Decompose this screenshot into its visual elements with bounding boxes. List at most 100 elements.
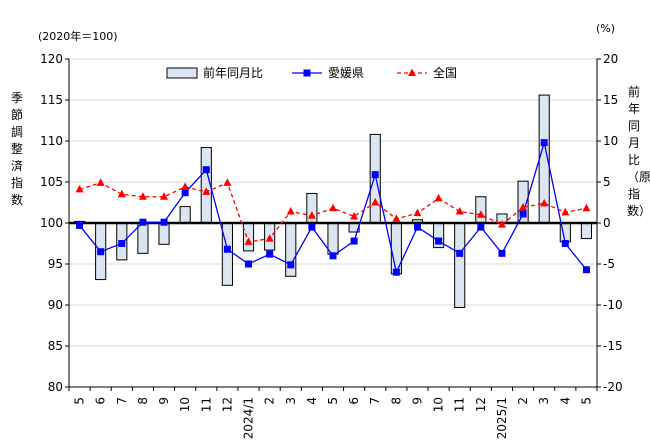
x-tick-label: 4	[558, 397, 572, 405]
bar-yoy	[327, 222, 339, 255]
left-tick-label: 105	[40, 175, 63, 189]
point-ehime	[519, 210, 527, 218]
point-national	[392, 214, 401, 222]
axes	[65, 58, 601, 391]
x-tick-label: 10	[178, 397, 192, 412]
bar-yoy	[221, 222, 233, 286]
x-tick-label: 7	[368, 397, 382, 405]
point-national	[202, 187, 211, 195]
point-ehime	[308, 223, 316, 231]
point-national	[519, 202, 528, 211]
x-tick-label: 3	[284, 397, 298, 405]
point-national	[223, 178, 232, 186]
point-national	[413, 208, 422, 217]
point-national	[75, 184, 84, 193]
point-national	[265, 234, 274, 242]
line-series	[75, 139, 591, 276]
x-tick-label: 6	[94, 397, 108, 405]
left-tick-label: 120	[40, 52, 63, 66]
x-tick-label: 10	[432, 397, 446, 412]
right-tick-label: -5	[603, 257, 615, 271]
point-national	[244, 237, 253, 245]
x-tick-label: 9	[410, 397, 424, 405]
legend-marker	[408, 68, 416, 76]
point-national	[117, 189, 126, 198]
right-tick-label: 20	[603, 52, 618, 66]
point-ehime	[266, 250, 274, 258]
point-national	[371, 198, 380, 206]
right-tick-label: -10	[603, 298, 623, 312]
point-ehime	[350, 237, 358, 245]
legend-label: 前年同月比	[203, 65, 263, 80]
x-tick-label: 11	[453, 397, 467, 412]
left-tick-label: 115	[40, 93, 63, 107]
bar-yoy	[137, 222, 149, 254]
point-national	[307, 211, 316, 219]
legend-label: 愛媛県	[328, 66, 364, 80]
x-tick-label: 2024/1	[242, 397, 256, 439]
legend-marker	[303, 69, 311, 77]
x-tick-label: 6	[347, 397, 361, 405]
point-ehime	[223, 245, 231, 253]
x-tick-label: 2	[263, 397, 277, 405]
point-ehime	[540, 139, 548, 147]
point-national	[286, 207, 295, 215]
left-axis-title: 季節調整済指数	[10, 91, 23, 207]
point-ehime	[371, 171, 379, 179]
bar-yoy	[390, 222, 402, 275]
point-ehime	[392, 268, 400, 276]
right-tick-label: 5	[603, 175, 611, 189]
x-tick-label: 7	[115, 397, 129, 405]
point-national	[329, 203, 337, 212]
point-ehime	[202, 166, 210, 174]
point-national	[497, 220, 506, 228]
x-tick-label: 2025/1	[495, 397, 509, 439]
bar-yoy	[179, 206, 191, 224]
right-axis-title: 前年同月比（原指数）	[627, 85, 650, 218]
point-national	[455, 207, 464, 215]
left-tick-label: 95	[48, 257, 63, 271]
bar-yoy	[158, 222, 170, 245]
bar-yoy	[454, 222, 466, 308]
bar-yoy	[369, 133, 381, 224]
point-ehime	[561, 240, 569, 247]
bar-yoy	[580, 222, 593, 240]
right-tick-label: -15	[603, 339, 623, 353]
x-tick-label: 11	[199, 397, 213, 412]
bar-series	[73, 94, 593, 308]
point-national	[561, 207, 570, 216]
point-ehime	[498, 249, 506, 257]
point-ehime	[76, 221, 84, 229]
point-national	[181, 182, 190, 190]
x-tick-label: 9	[157, 397, 171, 405]
legend-swatch-yoy	[166, 67, 198, 79]
left-tick-label: 80	[48, 380, 63, 394]
point-ehime	[118, 240, 126, 247]
point-national	[138, 192, 147, 200]
x-tick-label: 4	[305, 397, 319, 405]
point-ehime	[477, 223, 485, 231]
point-ehime	[329, 252, 337, 260]
point-national	[96, 178, 105, 186]
left-tick-label: 85	[48, 339, 63, 353]
x-tick-label: 8	[136, 397, 150, 405]
tick-labels: 80859095100105110115120-20-15-10-5051015…	[40, 52, 623, 439]
left-axis-unit: (2020年＝100)	[38, 30, 118, 43]
left-tick-label: 110	[40, 134, 63, 148]
x-tick-label: 5	[73, 397, 87, 405]
point-national	[582, 203, 591, 212]
x-tick-label: 12	[474, 397, 488, 412]
x-tick-label: 8	[389, 397, 403, 405]
point-ehime	[245, 260, 253, 268]
point-national	[160, 192, 169, 200]
legend: 前年同月比 愛媛県 全国	[166, 65, 457, 80]
left-tick-label: 100	[40, 216, 63, 230]
bar-yoy	[475, 196, 487, 224]
point-ehime	[413, 223, 421, 231]
right-tick-label: 0	[603, 216, 611, 230]
point-national	[540, 198, 549, 207]
x-tick-label: 12	[220, 397, 234, 412]
x-tick-label: 5	[579, 397, 593, 405]
x-tick-label: 5	[326, 397, 340, 405]
